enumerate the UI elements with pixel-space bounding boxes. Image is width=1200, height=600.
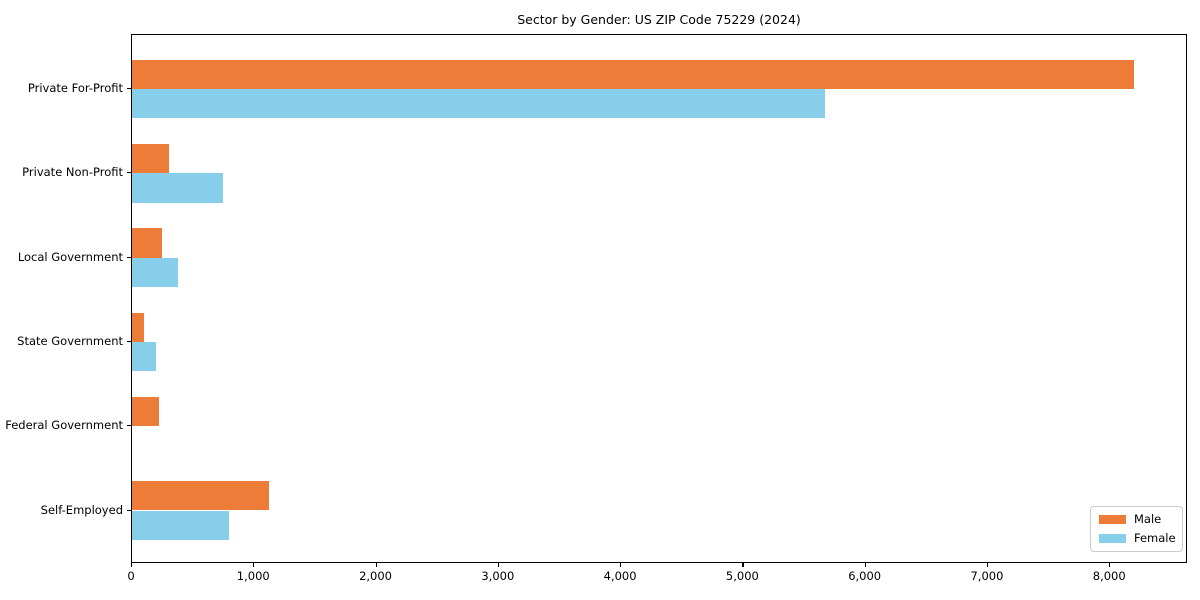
x-tick-mark <box>864 563 866 567</box>
bar-female-self-employed <box>132 510 230 540</box>
legend-swatch-female-icon <box>1099 533 1126 543</box>
y-tick-mark <box>127 425 131 427</box>
x-tick-label: 7,000 <box>970 569 1004 583</box>
x-tick-mark <box>497 563 500 567</box>
x-tick-mark <box>986 563 989 567</box>
legend-label-male: Male <box>1134 512 1162 526</box>
y-tick-label: Federal Government <box>5 418 123 433</box>
legend-item-male: Male <box>1099 512 1174 526</box>
x-tick-mark <box>742 563 744 567</box>
bar-male-private-for-profit <box>132 59 1134 89</box>
y-tick-mark <box>127 172 131 174</box>
bar-female-private-for-profit <box>132 89 826 119</box>
legend-item-female: Female <box>1099 530 1176 545</box>
x-tick-label: 6,000 <box>848 569 882 583</box>
x-tick-mark <box>253 563 255 567</box>
bar-male-state-government <box>132 312 144 342</box>
y-tick-label: Private Non-Profit <box>22 165 123 180</box>
x-tick-label: 8,000 <box>1092 569 1126 583</box>
y-tick-mark <box>127 256 131 258</box>
bar-male-federal-government <box>132 396 159 427</box>
y-tick-mark <box>127 88 131 90</box>
y-tick-label: Private For-Profit <box>27 81 123 95</box>
x-tick-mark <box>131 563 133 567</box>
x-tick-label: 0 <box>127 569 135 583</box>
legend-label-female: Female <box>1134 530 1176 545</box>
bar-male-local-government <box>132 228 162 258</box>
bar-male-self-employed <box>132 481 269 511</box>
x-tick-label: 1,000 <box>236 569 270 583</box>
x-tick-label: 3,000 <box>481 569 515 583</box>
bar-male-private-non-profit <box>132 143 170 174</box>
x-tick-mark <box>1109 563 1111 567</box>
x-tick-label: 4,000 <box>603 569 637 583</box>
legend: Male Female <box>1090 506 1183 552</box>
x-tick-mark <box>375 563 377 567</box>
bar-female-state-government <box>132 341 156 372</box>
y-tick-mark <box>127 509 131 511</box>
y-tick-label: State Government <box>17 333 123 348</box>
legend-swatch-male-icon <box>1099 515 1126 525</box>
bar-female-local-government <box>132 257 179 287</box>
chart-title: Sector by Gender: US ZIP Code 75229 (202… <box>517 12 801 27</box>
y-tick-label: Self-Employed <box>40 502 123 517</box>
x-tick-label: 2,000 <box>359 569 393 583</box>
x-tick-mark <box>620 563 622 567</box>
x-tick-label: 5,000 <box>725 569 759 583</box>
plot-area <box>131 34 1187 563</box>
y-tick-mark <box>127 340 131 343</box>
bar-female-private-non-profit <box>132 173 223 203</box>
y-tick-label: Local Government <box>17 249 123 264</box>
